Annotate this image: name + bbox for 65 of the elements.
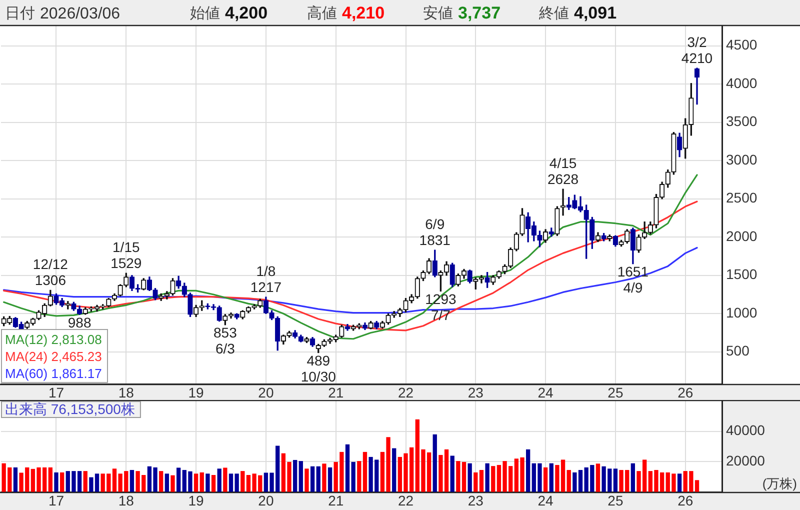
- y-tick-label: 4000: [726, 74, 758, 91]
- annotation: 4/9: [623, 280, 643, 296]
- y-tick-label: 20000: [726, 452, 766, 469]
- text: MA(24) 2,465.23: [5, 348, 102, 365]
- y-tick-label: 4500: [726, 36, 758, 53]
- y-tick-label: 2000: [726, 228, 758, 244]
- text: 始値: [190, 5, 220, 22]
- x-tick-label: 21: [328, 384, 344, 400]
- annotation: 12/12: [32, 256, 68, 272]
- annotation: 1306: [34, 272, 66, 288]
- text: 3,737: [458, 4, 501, 23]
- x-tick-label: 18: [118, 492, 134, 508]
- series-label: MA(12) 2,813.08: [5, 331, 102, 348]
- annotation: 6/3: [215, 340, 236, 357]
- y-tick-label: 2500: [726, 190, 758, 206]
- x-tick-label: 24: [538, 492, 554, 508]
- x-tick-label: 23: [468, 384, 484, 400]
- annotation: 4210: [681, 50, 713, 66]
- x-tick-label: 20: [258, 492, 274, 508]
- annotation: 1529: [110, 255, 142, 272]
- y-tick-label: 1000: [726, 304, 758, 320]
- y-tick-label: 3500: [726, 113, 758, 130]
- x-tick-label: 21: [328, 492, 344, 508]
- annotation: 1/8: [256, 262, 276, 279]
- text: 2026/03/06: [40, 5, 120, 22]
- y-axis-title: (万株): [762, 476, 797, 492]
- y-tick-label: 40000: [726, 422, 766, 438]
- text: 4,091: [574, 4, 617, 23]
- annotation: 10/30: [300, 368, 336, 385]
- x-tick-label: 25: [608, 492, 624, 508]
- y-tick-label: 1500: [726, 266, 758, 282]
- x-tick-label: 24: [538, 384, 554, 400]
- annotation: 489: [306, 352, 330, 369]
- x-tick-label: 25: [608, 384, 624, 400]
- x-tick-label: 23: [468, 492, 484, 508]
- annotation: 1/15: [112, 239, 140, 256]
- annotation: 1651: [617, 264, 649, 280]
- x-tick-label: 18: [118, 384, 134, 400]
- text: 4,210: [342, 4, 385, 23]
- x-tick-label: 17: [48, 384, 64, 400]
- chart-title: 出来高 76,153,500株: [5, 400, 135, 417]
- annotation: 853: [213, 324, 238, 341]
- text: 終値: [538, 5, 569, 22]
- annotation: 1217: [250, 278, 282, 295]
- annotation: 1831: [419, 232, 451, 248]
- x-tick-label: 20: [258, 384, 274, 400]
- y-tick-label: 500: [726, 342, 750, 359]
- text: 日付: [5, 5, 35, 22]
- text: 高値: [307, 5, 337, 22]
- annotation: 6/9: [425, 216, 445, 232]
- x-tick-label: 19: [188, 384, 204, 400]
- x-tick-label: 19: [188, 492, 204, 508]
- x-tick-label: 22: [398, 492, 414, 508]
- x-tick-label: 17: [48, 492, 64, 508]
- text: 安値: [423, 5, 453, 22]
- x-tick-label: 22: [398, 384, 414, 400]
- x-tick-label: 26: [678, 492, 694, 508]
- x-tick-label: 26: [678, 384, 694, 400]
- text: MA(60) 1,861.17: [5, 365, 102, 382]
- annotation: 2628: [547, 170, 579, 187]
- y-tick-label: 3000: [726, 151, 758, 168]
- annotation: 3/2: [687, 34, 707, 50]
- annotation: 4/15: [549, 154, 577, 171]
- annotation: 988: [68, 314, 92, 330]
- text: 4,200: [225, 4, 268, 23]
